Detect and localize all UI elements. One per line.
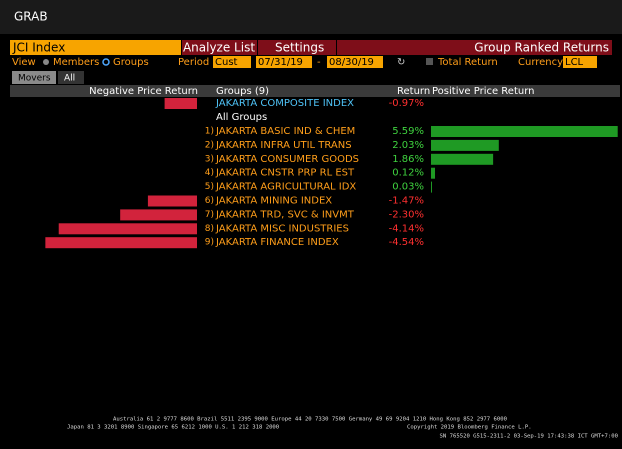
analyze-label: Analyze List <box>183 41 255 55</box>
radio[interactable] <box>102 58 110 66</box>
index-label: JCI Index <box>12 41 65 55</box>
title-bar <box>0 0 622 34</box>
ranked-label: Group Ranked Returns <box>474 41 609 55</box>
group-name[interactable]: JAKARTA AGRICULTURAL IDX <box>215 182 356 193</box>
return-value: 5.59% <box>392 126 424 137</box>
column-title: Positive Price Return <box>432 86 535 97</box>
bar <box>120 209 197 221</box>
bar <box>431 167 436 179</box>
currency-label: Currency <box>518 57 563 68</box>
rank: 1) <box>205 127 214 137</box>
return-value: 0.03% <box>392 182 424 193</box>
footer-line: SN 765520 G515-2311-2 03-Sep-19 17:43:38… <box>440 434 619 440</box>
return-value: -4.54% <box>389 237 424 248</box>
bar <box>431 153 494 165</box>
index-field[interactable] <box>10 40 181 55</box>
footer-line: Copyright 2019 Bloomberg Finance L.P. <box>407 425 532 431</box>
rank: 5) <box>205 182 214 192</box>
tab-label: All <box>64 74 75 84</box>
bar <box>45 237 197 249</box>
group-name[interactable]: JAKARTA FINANCE INDEX <box>215 237 339 248</box>
rank: 7) <box>205 210 214 220</box>
column-header <box>10 85 620 97</box>
group-heading: All Groups <box>216 112 267 123</box>
return-value: 2.03% <box>392 140 424 151</box>
return-value: 1.86% <box>392 154 424 165</box>
ranked-bar <box>337 40 612 55</box>
start-date: 07/31/19 <box>258 57 303 68</box>
rank: 9) <box>205 238 214 248</box>
window-title: GRAB <box>14 10 48 24</box>
tab[interactable] <box>58 71 84 84</box>
return-value: 0.12% <box>392 168 424 179</box>
rank: 4) <box>205 168 214 178</box>
settings-button[interactable] <box>258 40 336 55</box>
bar <box>431 126 618 137</box>
rank: 8) <box>205 224 214 234</box>
separator: - <box>317 57 321 68</box>
group-name[interactable]: JAKARTA CNSTR PRP RL EST <box>215 168 355 179</box>
start-field[interactable] <box>256 56 312 68</box>
period-field[interactable] <box>213 56 251 68</box>
total-return-option[interactable]: Total Return <box>437 57 498 68</box>
bar <box>164 98 197 109</box>
settings-label: Settings <box>275 41 324 55</box>
end-date: 08/30/19 <box>329 57 374 68</box>
end-field[interactable] <box>327 56 383 68</box>
group-name[interactable]: JAKARTA MISC INDUSTRIES <box>215 223 349 234</box>
index-name: JAKARTA COMPOSITE INDEX <box>215 98 354 109</box>
group-name[interactable]: JAKARTA MINING INDEX <box>215 196 332 207</box>
rank: 6) <box>205 196 214 206</box>
return-value: -0.97% <box>389 98 424 109</box>
return-value: -1.47% <box>389 196 424 207</box>
column-title: Negative Price Return <box>89 86 198 97</box>
period-value: Cust <box>215 57 238 68</box>
group-name[interactable]: JAKARTA CONSUMER GOODS <box>215 154 359 165</box>
period-label: Period <box>178 57 209 68</box>
members-option[interactable]: Members <box>53 57 99 68</box>
tab[interactable] <box>12 71 56 84</box>
column-title: Groups (9) <box>216 86 269 97</box>
group-name[interactable]: JAKARTA INFRA UTIL TRANS <box>215 140 352 151</box>
footer-line: Japan 81 3 3201 8900 Singapore 65 6212 1… <box>67 425 279 431</box>
currency-field[interactable] <box>563 56 597 68</box>
checkbox[interactable] <box>426 58 433 65</box>
radio[interactable] <box>43 59 49 65</box>
analyze-button[interactable] <box>182 40 257 55</box>
footer-line: Australia 61 2 9777 8600 Brazil 5511 239… <box>113 417 507 423</box>
bar <box>431 139 499 151</box>
groups-option[interactable]: Groups <box>113 57 149 68</box>
return-value: -2.30% <box>389 209 424 220</box>
tab-label: Movers <box>18 74 51 84</box>
bar <box>147 195 197 207</box>
rank: 3) <box>205 154 214 164</box>
view-label: View <box>12 57 36 68</box>
refresh-icon[interactable]: ↻ <box>397 57 405 68</box>
bar <box>431 181 433 193</box>
bar <box>58 223 197 235</box>
rank: 2) <box>205 140 214 150</box>
group-name[interactable]: JAKARTA BASIC IND & CHEM <box>215 126 355 137</box>
return-value: -4.14% <box>389 223 424 234</box>
column-title: Return <box>397 86 430 97</box>
currency-value: LCL <box>565 57 584 68</box>
group-name[interactable]: JAKARTA TRD, SVC & INVMT <box>215 209 355 220</box>
